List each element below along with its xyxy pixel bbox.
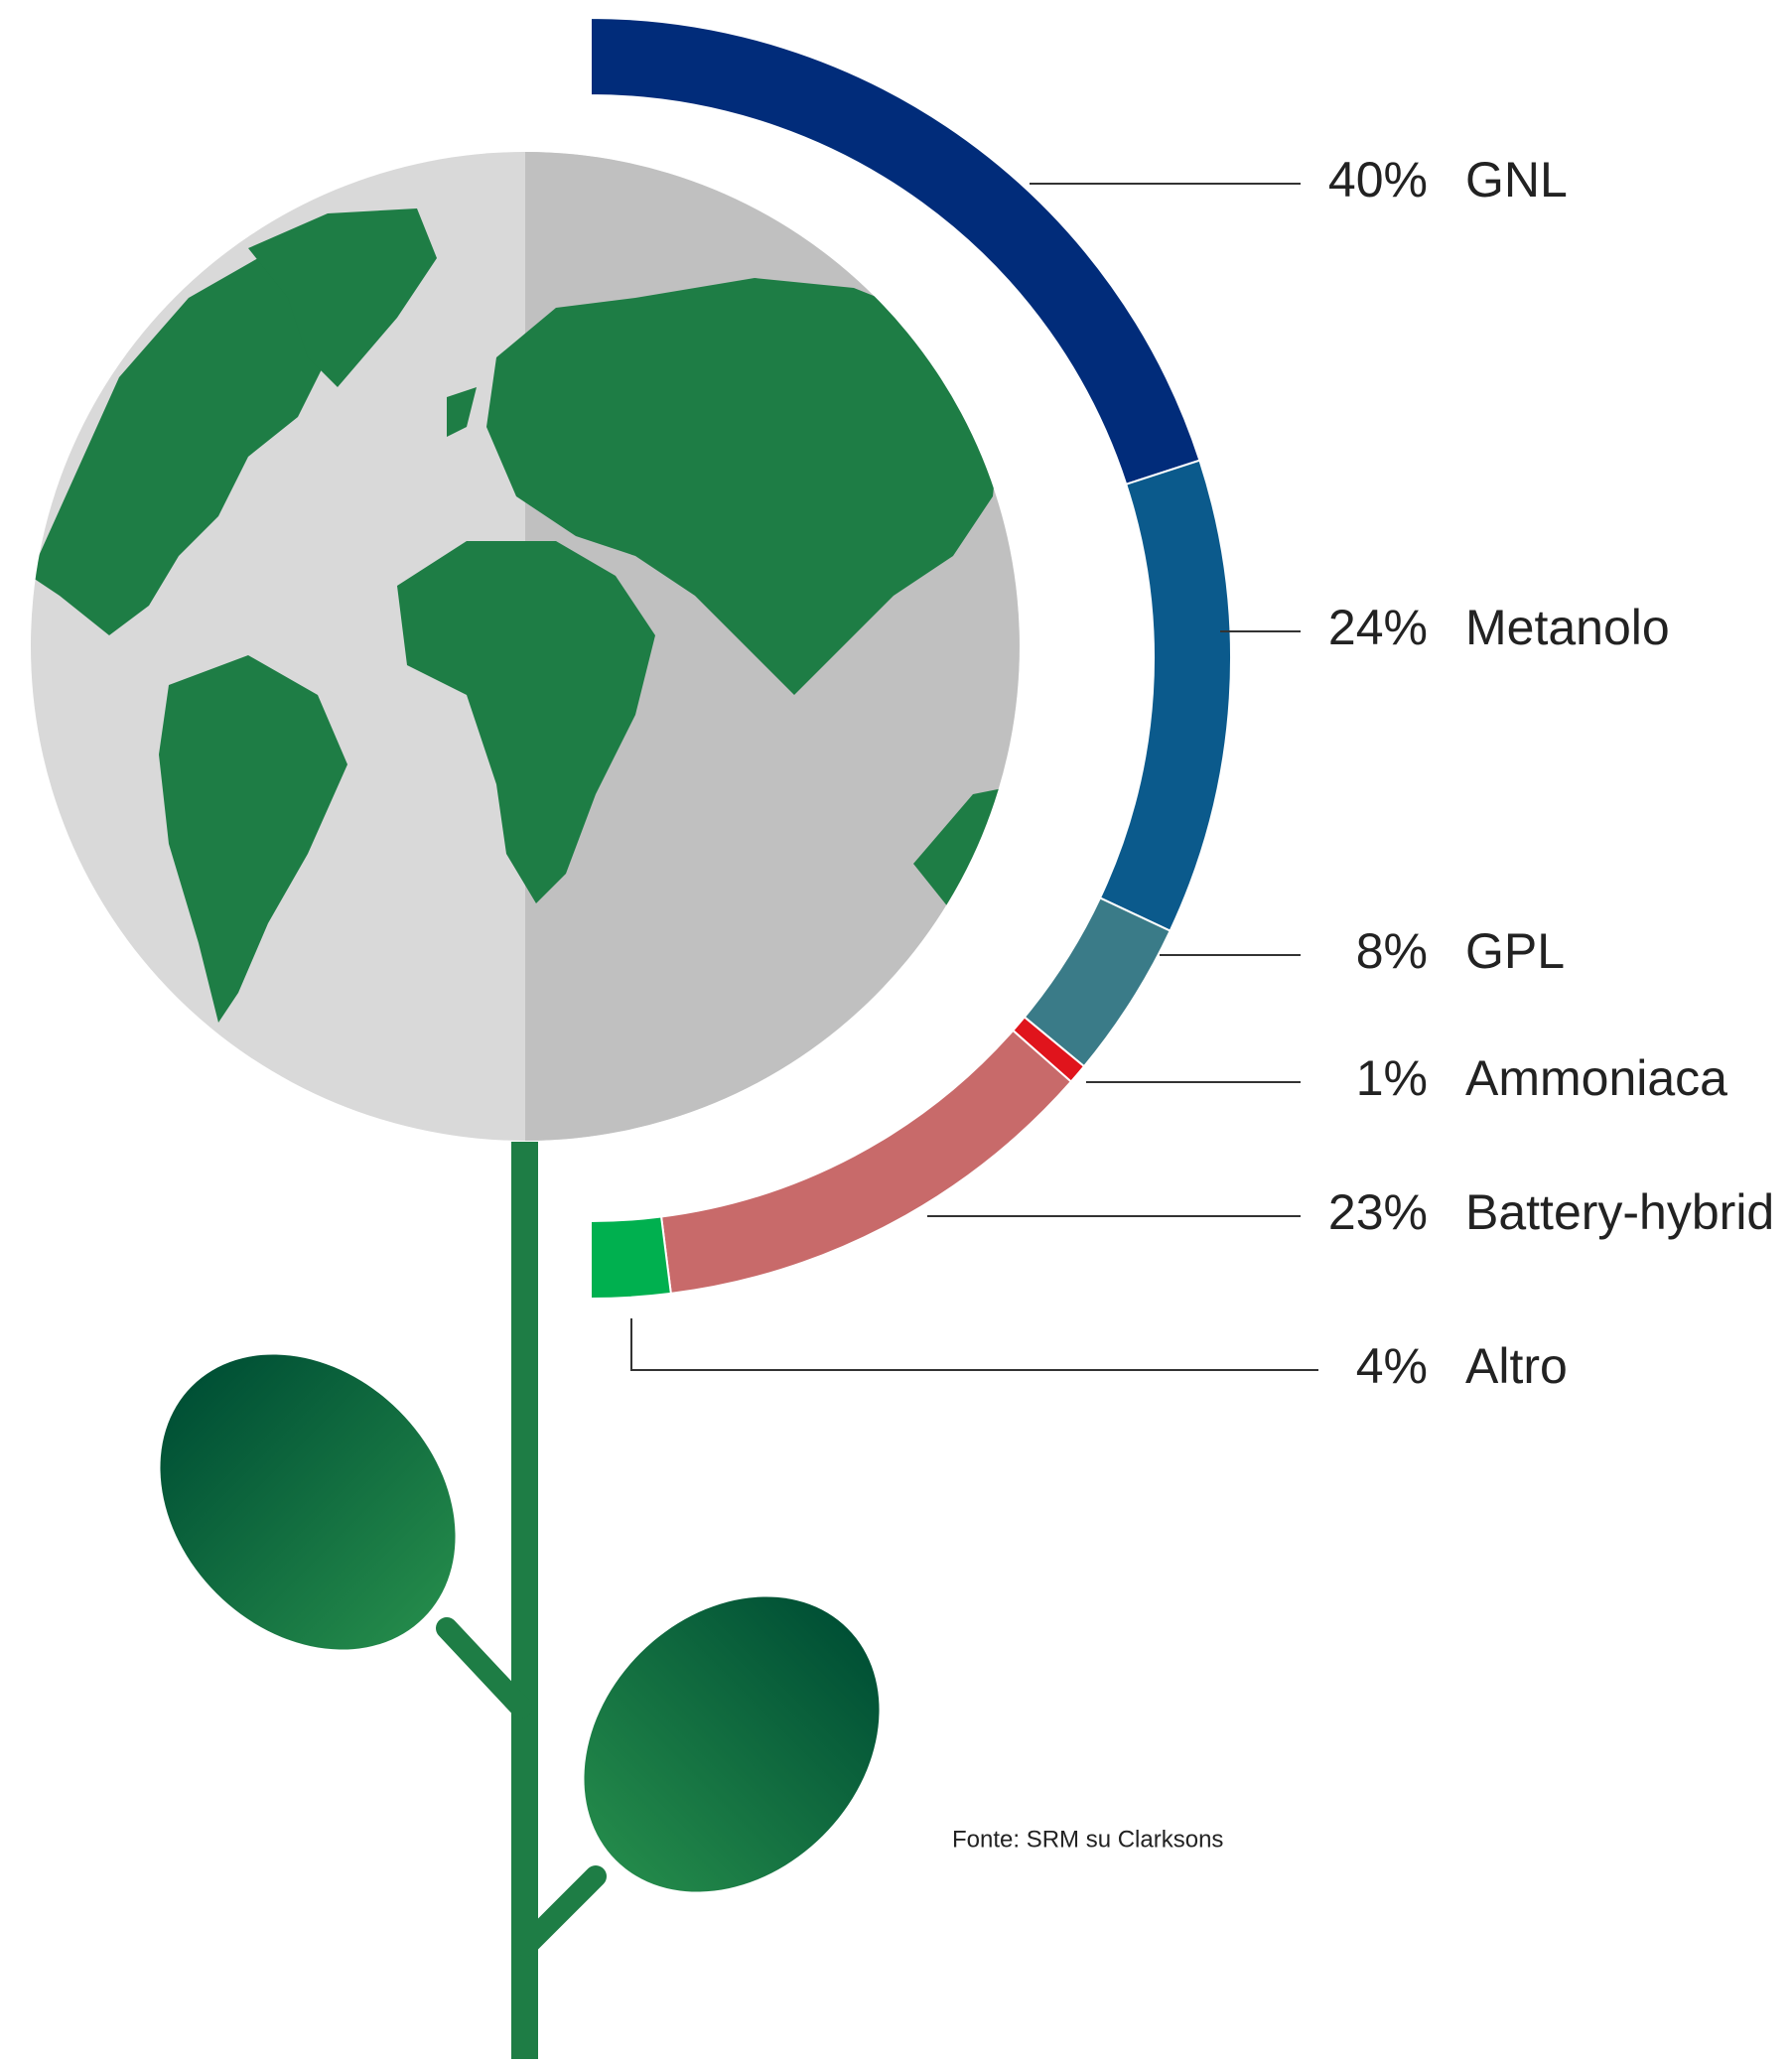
value-label: 40% [1328, 152, 1428, 207]
category-label: Ammoniaca [1465, 1050, 1727, 1106]
value-label: 8% [1356, 923, 1428, 979]
category-label: Altro [1465, 1338, 1568, 1394]
source-note: Fonte: SRM su Clarksons [952, 1826, 1223, 1853]
arc-segment [1098, 459, 1232, 932]
plant [160, 1142, 880, 2059]
category-label: GNL [1465, 152, 1568, 207]
globe [31, 152, 1020, 1141]
arc-segment [590, 1215, 672, 1301]
category-label: Battery-hybrid [1465, 1184, 1774, 1240]
category-label: Metanolo [1465, 600, 1670, 655]
value-label: 23% [1328, 1184, 1428, 1240]
value-label: 24% [1328, 600, 1428, 655]
value-label: 4% [1356, 1338, 1428, 1394]
category-label: GPL [1465, 923, 1565, 979]
leader-line [630, 1318, 1318, 1371]
value-label: 1% [1356, 1050, 1428, 1106]
